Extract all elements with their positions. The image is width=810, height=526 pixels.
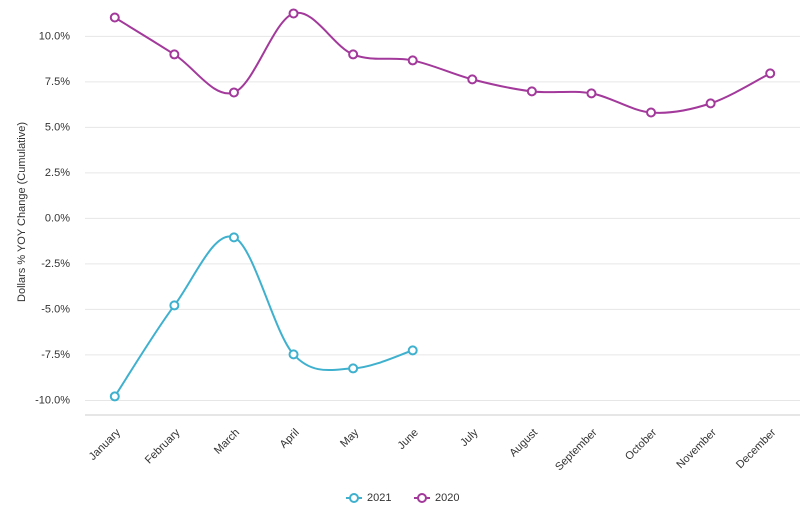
y-tick-label: -7.5% (41, 349, 70, 361)
point (407, 55, 418, 66)
point (407, 345, 418, 356)
x-tick-label: June (396, 427, 421, 452)
point (228, 232, 239, 243)
x-tick-label: January (87, 426, 124, 463)
point (646, 107, 657, 118)
point (586, 88, 597, 99)
point (288, 349, 299, 360)
legend-label: 2020 (435, 492, 459, 504)
y-axis-label: Dollars % YOY Change (Cumulative) (16, 122, 28, 302)
point (467, 74, 478, 85)
y-tick-label: 7.5% (45, 76, 70, 88)
point (526, 86, 537, 97)
x-tick-label: April (278, 427, 302, 451)
y-tick-label: 10.0% (39, 30, 70, 42)
legend-marker (349, 493, 359, 503)
point (288, 8, 299, 19)
point (169, 49, 180, 60)
y-tick-label: -10.0% (35, 394, 70, 406)
x-tick-label: February (143, 426, 183, 466)
point (169, 300, 180, 311)
y-tick-label: 0.0% (45, 212, 70, 224)
point (705, 98, 716, 109)
point (765, 68, 776, 79)
legend-marker (417, 493, 427, 503)
point (348, 49, 359, 60)
point (228, 87, 239, 98)
point (109, 391, 120, 402)
legend: 2021 2020 (346, 492, 459, 504)
x-tick-label: July (458, 426, 481, 449)
x-tick-label: November (674, 426, 719, 471)
series-line (114, 11, 771, 114)
y-tick-label: -2.5% (41, 258, 70, 270)
x-tick-label: October (623, 426, 659, 462)
y-tick-label: 5.0% (45, 121, 70, 133)
x-tick-label: May (338, 426, 362, 450)
point (348, 363, 359, 374)
legend-label: 2021 (367, 492, 391, 504)
point (109, 12, 120, 23)
y-tick-label: 2.5% (45, 167, 70, 179)
y-tick-label: -5.0% (41, 303, 70, 315)
x-tick-label: March (212, 427, 242, 457)
x-tick-label: December (734, 426, 779, 471)
series-line (113, 235, 414, 397)
x-tick-label: August (507, 427, 540, 460)
x-tick-label: September (553, 426, 600, 473)
